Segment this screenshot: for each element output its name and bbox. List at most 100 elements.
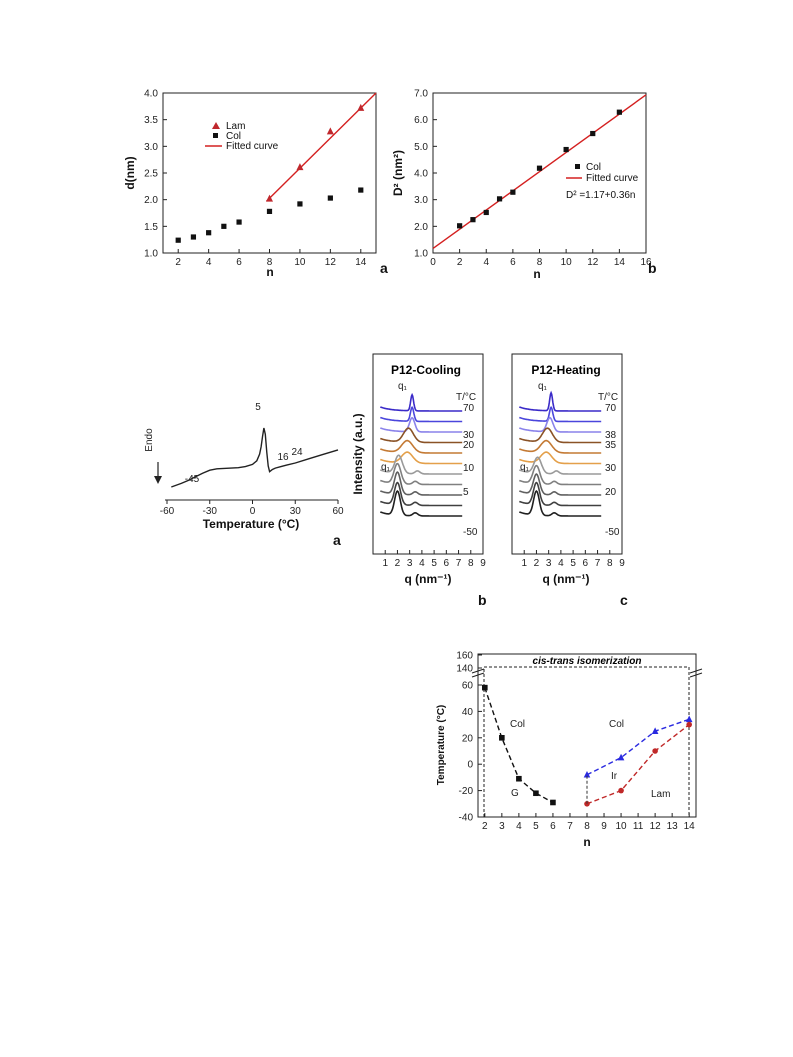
x-tick-label: 8: [468, 558, 474, 569]
y-axis-label: Temperature (°C): [436, 705, 447, 786]
x-tick-label: 9: [601, 821, 607, 832]
scattering-curve: [380, 451, 463, 465]
y-tick-label: 3.5: [144, 115, 158, 126]
data-point: [206, 230, 212, 236]
scattering-curve: [380, 416, 463, 433]
scattering-curve: [519, 456, 602, 475]
temperature-label: -50: [463, 527, 478, 538]
peak-label: q₁: [398, 381, 408, 392]
legend-entry: Col: [586, 162, 601, 173]
data-point: [457, 223, 463, 229]
x-tick-label: 9: [619, 558, 625, 569]
x-tick-label: 30: [290, 506, 302, 517]
scattering-curve: [380, 481, 463, 507]
legend: Col Fitted curve: [566, 162, 639, 184]
x-tick-label: 3: [546, 558, 552, 569]
series-line: [484, 687, 554, 804]
x-tick-label: 2: [175, 257, 181, 268]
x-tick-label: 14: [684, 821, 696, 832]
y-tick-label: 3.0: [414, 195, 428, 206]
data-point: [510, 189, 516, 195]
data-point: [616, 109, 622, 115]
x-tick-label: 4: [483, 257, 489, 268]
data-point: [550, 799, 556, 806]
panel-label: a: [333, 532, 341, 548]
x-tick-label: 5: [431, 558, 437, 569]
x-tick-label: 6: [444, 558, 450, 569]
scattering-curve: [519, 473, 602, 496]
data-point: [685, 715, 693, 723]
peak-label: 16: [277, 452, 289, 463]
legend-entry: Fitted curve: [226, 141, 279, 152]
x-axis-label: q (nm⁻¹): [543, 572, 590, 586]
region-label: Lam: [651, 789, 670, 800]
region-label: Col: [609, 719, 624, 730]
scattering-curve: [519, 405, 602, 423]
temperature-label: 20: [605, 487, 617, 498]
data-point: [496, 196, 503, 202]
data-point: [190, 234, 197, 240]
x-tick-label: 5: [533, 821, 539, 832]
legend-entry: Lam: [226, 121, 245, 132]
data-point: [686, 721, 692, 728]
x-tick-label: 4: [206, 257, 212, 268]
data-point: [297, 201, 303, 207]
x-tick-label: 0: [250, 506, 256, 517]
scattering-curve: [519, 416, 602, 433]
y-tick-label: -40: [459, 813, 474, 824]
isomerization-box: [483, 666, 690, 818]
data-point: [652, 748, 658, 754]
x-tick-label: 14: [614, 257, 626, 268]
data-point: [651, 727, 659, 734]
panel-label: c: [620, 592, 628, 608]
data-point: [175, 237, 181, 243]
region-label: G: [511, 788, 519, 799]
legend-triangle-icon: [212, 122, 220, 129]
data-point: [536, 165, 543, 171]
temperature-label: -50: [605, 527, 620, 538]
peak-label: q₁: [520, 462, 530, 473]
scattering-curve: [519, 439, 602, 454]
data-point: [563, 146, 569, 153]
x-tick-label: 10: [294, 257, 306, 268]
y-tick-label: 140: [456, 664, 473, 675]
data-point: [483, 209, 489, 216]
x-tick-label: 8: [267, 257, 273, 268]
y-axis-label: Intensity (a.u.): [351, 413, 365, 494]
data-point: [358, 187, 364, 193]
endo-arrow-icon: [154, 462, 162, 484]
data-point: [499, 735, 505, 741]
temperature-label: 38: [605, 430, 617, 441]
peak-label: q₁: [538, 381, 548, 392]
scattering-curve: [380, 471, 463, 496]
scattering-curve: [519, 481, 602, 507]
data-point: [357, 103, 365, 111]
y-tick-label: 1.0: [414, 249, 428, 260]
chart-d2-vs-n: 0 2 4 6 8 10 12 14 16 1.0 2.0 3.0 4.0 5.0 6.0 7.0 n D² …: [391, 89, 657, 282]
x-tick-label: 6: [236, 257, 242, 268]
panel-title: P12-Cooling: [391, 363, 461, 377]
data-point: [533, 790, 539, 797]
x-tick-label: 13: [667, 821, 679, 832]
x-axis-label: n: [266, 265, 273, 279]
temperature-label: 30: [463, 430, 475, 441]
chart-d-vs-n: 2 4 6 8 10 12 141.01.52.02.53.03.54.0 n d(nm) …: [123, 89, 388, 280]
y-tick-label: 60: [462, 681, 474, 692]
x-tick-label: 12: [587, 257, 599, 268]
temperature-label: 70: [463, 403, 475, 414]
y-tick-label: -20: [459, 786, 474, 797]
y-tick-label: 7.0: [414, 89, 428, 100]
scattering-curve: [380, 427, 463, 444]
x-tick-label: 3: [499, 821, 505, 832]
data-point: [266, 208, 273, 214]
panel-label: a: [380, 260, 388, 276]
x-tick-label: 60: [332, 506, 344, 517]
fitted-line: [432, 94, 647, 250]
y-tick-label: 6.0: [414, 115, 428, 126]
y-tick-label: 160: [456, 651, 473, 662]
scattering-curve: [380, 405, 463, 423]
y-tick-label: 2.0: [414, 222, 428, 233]
dsc-curve: [171, 427, 339, 488]
scattering-curve: [380, 454, 463, 475]
